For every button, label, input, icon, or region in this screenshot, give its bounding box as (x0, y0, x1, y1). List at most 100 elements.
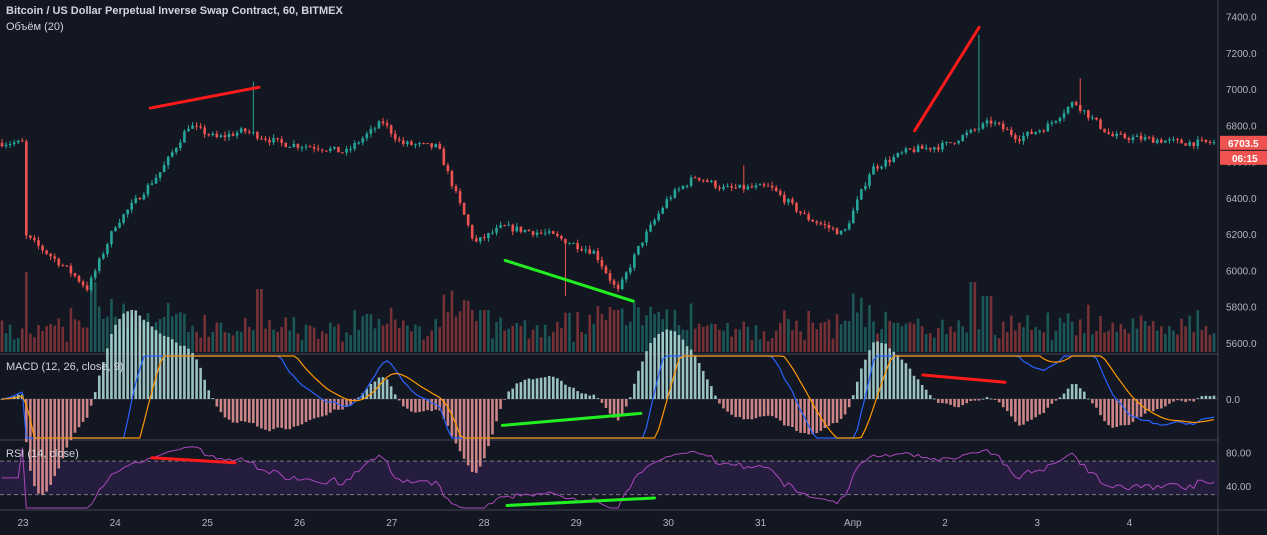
volume-bar (1018, 322, 1021, 352)
price-tick-label: 5600.0 (1226, 339, 1257, 350)
macd-histogram-bar (1005, 399, 1009, 412)
candle-body (487, 233, 490, 239)
candle-body (949, 142, 952, 144)
macd-histogram-bar (900, 359, 904, 399)
candle-body (1139, 135, 1143, 140)
candle-body (114, 227, 117, 232)
macd-histogram-bar (693, 355, 697, 399)
volume-bar (276, 331, 279, 352)
candle-body (1168, 139, 1171, 141)
price-tick-label: 7000.0 (1226, 85, 1257, 96)
macd-histogram-bar (503, 399, 506, 400)
volume-bar (389, 307, 393, 352)
candle-body (324, 150, 328, 152)
volume-bar (880, 329, 883, 352)
last-price-tag (1220, 135, 1267, 150)
volume-bar (924, 334, 928, 352)
macd-histogram-bar (612, 399, 616, 418)
candle-body (685, 185, 689, 187)
candle-body (811, 220, 814, 222)
volume-bar (1212, 333, 1216, 352)
macd-histogram-bar (819, 399, 823, 431)
divergence-line-bearish (913, 25, 981, 133)
volume-bar (402, 320, 405, 352)
candle-body (572, 242, 575, 244)
candle-body (604, 266, 608, 274)
volume-bar (1111, 322, 1114, 352)
macd-histogram-bar (847, 399, 851, 408)
volume-bar (491, 338, 494, 352)
rsi-tick-label: 40.00 (1226, 482, 1251, 493)
volume-bar (397, 328, 401, 352)
rsi-legend: RSI (14, close) (6, 448, 79, 460)
time-tick-label: 23 (17, 518, 29, 529)
volume-bar (584, 334, 588, 352)
candle-body (1026, 131, 1029, 136)
macd-histogram-bar (446, 399, 450, 426)
volume-bar (1135, 328, 1139, 352)
candle-body (1212, 142, 1216, 144)
macd-histogram-bar (799, 399, 802, 433)
macd-histogram-bar (1127, 399, 1131, 425)
candle-body (928, 147, 932, 150)
macd-histogram-bar (535, 378, 539, 399)
volume-bar (620, 308, 624, 352)
macd-histogram-bar (1176, 399, 1179, 401)
macd-histogram-bar (345, 399, 348, 408)
candle-body (122, 214, 125, 223)
candle-body (620, 279, 624, 290)
macd-histogram-bar (560, 380, 563, 399)
macd-histogram-bar (1172, 399, 1175, 402)
candle-body (1046, 123, 1050, 132)
candle-body (637, 245, 640, 255)
volume-bar (252, 330, 255, 352)
candle-body (981, 123, 985, 129)
macd-histogram-bar (110, 333, 113, 399)
macd-histogram-bar (479, 399, 482, 467)
candle-body (523, 229, 527, 232)
macd-histogram-bar (628, 397, 632, 399)
macd-histogram-bar (1054, 399, 1058, 401)
volume-bar (227, 332, 231, 352)
volume-bar (57, 318, 61, 352)
macd-histogram-bar (937, 399, 940, 403)
volume-bar (855, 312, 859, 352)
volume-bar (608, 306, 612, 352)
candle-body (762, 184, 766, 186)
candle-body (783, 194, 786, 203)
candle-body (912, 149, 916, 153)
candle-body (681, 185, 685, 189)
macd-histogram-bar (69, 399, 73, 441)
volume-bar (1074, 335, 1078, 352)
macd-histogram-bar (1046, 399, 1050, 408)
macd-histogram-bar (85, 399, 89, 418)
macd-histogram-bar (624, 399, 628, 407)
volume-bar (730, 336, 733, 352)
macd-histogram-bar (381, 377, 385, 399)
candle-body (61, 265, 65, 267)
candle-body (333, 146, 336, 149)
candle-body (191, 125, 194, 129)
macd-histogram-bar (1135, 399, 1139, 419)
candle-body (183, 131, 186, 143)
volume-bar (896, 322, 900, 352)
candle-body (268, 139, 271, 143)
candle-body (252, 132, 255, 134)
macd-histogram-bar (851, 395, 855, 399)
candle-body (158, 172, 162, 178)
candle-body (758, 184, 762, 186)
candle-body (738, 184, 742, 188)
candle-body (673, 189, 677, 198)
candle-body (410, 141, 413, 145)
macd-histogram-bar (620, 399, 624, 416)
volume-bar (750, 339, 754, 352)
volume-bar (426, 336, 429, 352)
macd-histogram-bar (393, 394, 397, 399)
candle-body (272, 137, 275, 143)
macd-histogram-bar (1115, 399, 1119, 427)
volume-bar (795, 320, 798, 352)
time-axis: 23 24 25 26 27 28 29 30 31 Апр 2 3 4 (17, 518, 1132, 529)
volume-bar (981, 296, 985, 352)
volume-bar (580, 331, 583, 352)
